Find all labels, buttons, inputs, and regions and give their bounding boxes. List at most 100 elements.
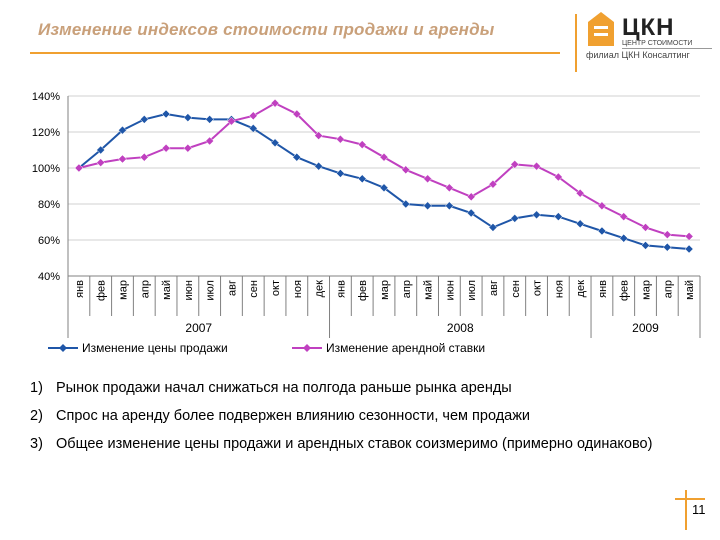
data-point <box>466 192 476 202</box>
note-item: 3) Общее изменение цены продажи и арендн… <box>30 434 690 454</box>
x-tick-label: июл <box>466 280 478 301</box>
data-point <box>227 116 236 126</box>
x-tick-label: фев <box>619 280 631 301</box>
note-number: 2) <box>30 408 43 424</box>
logo-subtitle: ЦЕНТР СТОИМОСТИ <box>622 40 693 47</box>
data-point <box>118 154 127 164</box>
data-point <box>466 208 476 218</box>
data-point <box>401 165 411 175</box>
line-chart: 40%60%80%100%120%140%янв фев мар апр май июн и… <box>32 91 701 355</box>
data-point <box>619 212 629 221</box>
data-point <box>357 140 367 149</box>
data-point <box>205 136 215 146</box>
title-underline <box>30 52 560 54</box>
y-tick-label: 80% <box>38 199 60 211</box>
data-point <box>96 158 106 167</box>
company-logo: ЦКН ЦЕНТР СТОИМОСТИ филиал ЦКН Консалтин… <box>582 10 714 66</box>
legend-marker <box>303 344 311 352</box>
group-label: 2008 <box>447 321 474 335</box>
y-tick-label: 120% <box>32 127 60 139</box>
logo-separator <box>622 48 712 49</box>
data-point <box>183 113 193 122</box>
x-tick-label: сен <box>248 280 260 298</box>
data-point <box>139 115 149 124</box>
group-label: 2009 <box>632 321 659 335</box>
header-divider <box>575 14 577 72</box>
page-number: 11 <box>692 502 706 517</box>
data-point <box>161 143 171 153</box>
data-point <box>684 244 694 254</box>
group-label: 2007 <box>185 321 212 335</box>
x-tick-label: июн <box>444 280 456 300</box>
series-line <box>78 102 690 238</box>
x-tick-label: фев <box>357 280 369 301</box>
data-point <box>684 232 694 241</box>
x-tick-label: мар <box>117 280 129 300</box>
data-point <box>314 161 323 171</box>
logo-name: ЦКН <box>622 14 675 41</box>
x-tick-label: май <box>684 280 696 300</box>
data-point <box>423 201 432 211</box>
page-title: Изменение индексов стоимости продажи и а… <box>38 20 495 39</box>
data-point <box>532 210 541 220</box>
data-point <box>248 111 258 121</box>
logo-branch: филиал ЦКН Консалтинг <box>586 50 690 60</box>
data-point <box>205 115 215 124</box>
x-tick-label: фев <box>96 280 108 301</box>
notes-list: 1) Рынок продажи начал снижаться на полг… <box>30 378 690 462</box>
data-point <box>575 188 585 198</box>
page-mark-vertical <box>685 490 687 530</box>
data-point <box>662 242 672 252</box>
data-point <box>532 161 541 171</box>
x-tick-label: май <box>423 280 435 300</box>
data-point <box>641 241 650 250</box>
x-tick-label: июн <box>183 280 195 300</box>
data-point <box>575 219 585 229</box>
data-point <box>336 169 345 178</box>
x-tick-label: окт <box>270 280 282 296</box>
note-text: Рынок продажи начал снижаться на полгода… <box>56 380 512 396</box>
data-point <box>183 143 193 153</box>
x-tick-label: авг <box>488 280 500 296</box>
data-point <box>379 152 389 162</box>
x-tick-label: сен <box>510 280 522 298</box>
y-tick-label: 140% <box>32 91 60 103</box>
data-point <box>292 109 302 119</box>
data-point <box>553 172 563 182</box>
data-point <box>488 223 498 232</box>
data-point <box>553 212 563 221</box>
data-point <box>488 179 498 189</box>
note-item: 2) Спрос на аренду более подвержен влиян… <box>30 406 690 426</box>
data-point <box>445 183 454 193</box>
note-number: 3) <box>30 436 43 452</box>
note-text: Спрос на аренду более подвержен влиянию … <box>56 408 531 424</box>
data-point <box>118 125 127 135</box>
note-item: 1) Рынок продажи начал снижаться на полг… <box>30 378 690 398</box>
data-point <box>641 223 650 232</box>
data-point <box>248 124 258 133</box>
note-number: 1) <box>30 380 43 396</box>
x-tick-label: мар <box>641 280 653 300</box>
legend-label: Изменение цены продажи <box>82 341 228 355</box>
data-point <box>270 98 280 108</box>
legend-label: Изменение арендной ставки <box>326 341 485 355</box>
data-point <box>96 145 106 155</box>
x-tick-label: янв <box>335 280 347 298</box>
data-point <box>336 134 345 144</box>
x-tick-label: апр <box>662 280 674 298</box>
x-tick-label: май <box>161 280 173 300</box>
data-point <box>423 174 432 184</box>
data-point <box>619 233 629 243</box>
x-tick-label: дек <box>575 280 587 298</box>
x-tick-label: дек <box>314 280 326 298</box>
x-tick-label: янв <box>597 280 609 298</box>
data-point <box>379 183 389 193</box>
data-point <box>139 152 149 162</box>
data-point <box>74 163 84 173</box>
note-text: Общее изменение цены продажи и арендных … <box>56 436 653 452</box>
data-point <box>597 201 607 211</box>
data-point <box>161 109 171 119</box>
data-point <box>662 230 672 239</box>
data-point <box>357 174 367 184</box>
page-mark-horizontal <box>675 498 705 500</box>
